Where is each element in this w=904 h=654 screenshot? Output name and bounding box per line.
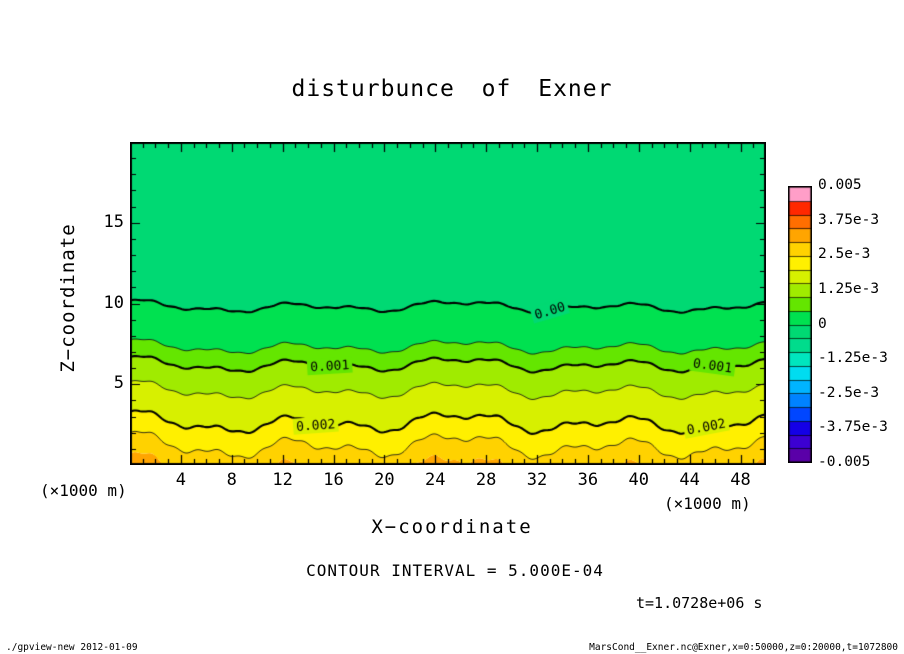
x-tick-label: 36 bbox=[577, 470, 599, 490]
x-tick-label: 8 bbox=[226, 470, 237, 490]
colorbar-label: -1.25e-3 bbox=[818, 350, 888, 367]
colorbar-label: -0.005 bbox=[818, 454, 871, 470]
colorbar-label: 0.005 bbox=[818, 177, 862, 193]
x-tick-label: 20 bbox=[374, 470, 395, 490]
colorbar-label: 2.5e-3 bbox=[818, 246, 871, 263]
colorbar-label: 3.75e-3 bbox=[818, 211, 880, 228]
y-tick-label: 5 bbox=[113, 373, 124, 394]
contour-plot-canvas bbox=[130, 142, 766, 465]
x-tick-label: 32 bbox=[526, 470, 548, 490]
x-tick-label: 4 bbox=[175, 470, 186, 490]
x-tick-label: 40 bbox=[628, 470, 650, 490]
y-axis-label: Z−coordinate bbox=[57, 223, 79, 373]
y-tick-label: 15 bbox=[103, 211, 124, 232]
x-tick-label: 12 bbox=[272, 470, 293, 490]
colorbar-label: 0 bbox=[818, 315, 827, 332]
time-annotation: t=1.0728e+06 s bbox=[636, 594, 763, 612]
x-axis-unit: (×1000 m) bbox=[664, 494, 751, 513]
footer-left: ./gpview-new 2012-01-09 bbox=[6, 642, 138, 653]
x-tick-label: 44 bbox=[679, 470, 700, 490]
footer-right: MarsCond__Exner.nc@Exner,x=0:50000,z=0:2… bbox=[589, 642, 898, 653]
plot-title: disturbunce of Exner bbox=[291, 76, 613, 102]
y-axis-unit: (×1000 m) bbox=[40, 481, 127, 500]
y-tick-label: 10 bbox=[103, 292, 124, 313]
contour-interval-note: CONTOUR INTERVAL = 5.000E-04 bbox=[306, 561, 604, 580]
colorbar-label: -3.75e-3 bbox=[818, 419, 888, 436]
x-tick-label: 24 bbox=[425, 470, 446, 490]
colorbar-canvas bbox=[788, 186, 812, 463]
x-tick-label: 48 bbox=[730, 470, 751, 490]
colorbar-label: 1.25e-3 bbox=[818, 280, 880, 297]
x-axis-label: X−coordinate bbox=[371, 516, 533, 538]
colorbar-label: -2.5e-3 bbox=[818, 384, 880, 401]
x-tick-label: 28 bbox=[475, 470, 497, 490]
x-tick-label: 16 bbox=[323, 470, 344, 490]
